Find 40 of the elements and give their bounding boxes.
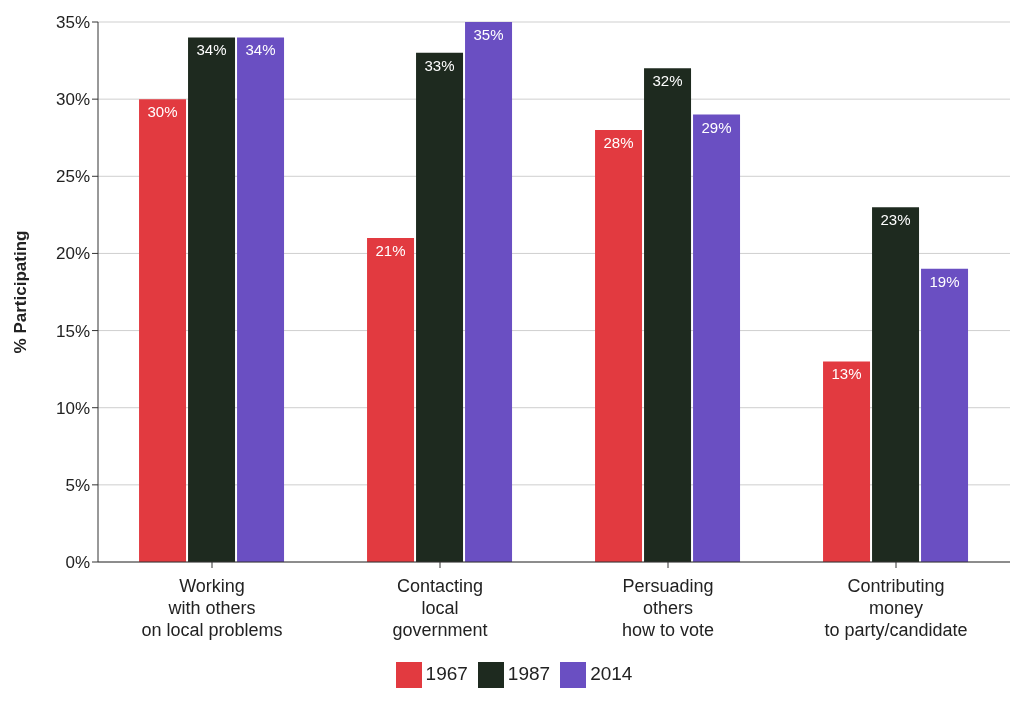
y-tick-label: 20%: [55, 244, 90, 264]
data-label: 29%: [701, 118, 732, 136]
y-tick-label: 35%: [55, 13, 90, 33]
bar: [367, 238, 415, 562]
y-tick-label: 25%: [55, 167, 90, 187]
bar: [139, 99, 187, 562]
x-tick-label: Persuading others how to vote: [621, 576, 715, 640]
x-tick-label: Contributing money to party/candidate: [824, 576, 968, 640]
legend-label: 1967: [425, 663, 468, 685]
bar: [237, 37, 285, 562]
data-label: 21%: [375, 242, 406, 259]
legend-label: 2014: [590, 663, 633, 685]
x-tick-label: Contacting local government: [392, 576, 488, 640]
y-tick-label: 5%: [65, 475, 90, 495]
data-label: 19%: [929, 272, 960, 290]
data-label: 33%: [424, 56, 455, 74]
bar: [416, 52, 464, 562]
bar: [823, 361, 871, 562]
data-label: 13%: [831, 365, 862, 383]
y-tick-label: 30%: [55, 90, 90, 110]
data-label: 32%: [652, 72, 683, 90]
data-label: 34%: [245, 41, 276, 59]
bar: [921, 268, 969, 562]
y-tick-label: 10%: [55, 398, 90, 418]
bar: [693, 114, 741, 562]
y-tick-label: 0%: [65, 553, 90, 573]
data-label: 28%: [603, 134, 634, 151]
data-label: 34%: [196, 41, 227, 59]
bar: [465, 22, 513, 562]
bar: [872, 207, 920, 562]
bar: [644, 68, 692, 562]
bar: [595, 130, 643, 562]
x-tick-label: Working with others on local problems: [141, 576, 283, 640]
y-tick-label: 15%: [55, 321, 90, 341]
legend-label: 1987: [507, 663, 551, 685]
bar: [188, 37, 236, 562]
data-label: 35%: [473, 26, 504, 43]
y-axis-title: % Participating: [11, 230, 31, 354]
data-label: 30%: [147, 103, 178, 121]
data-label: 23%: [880, 211, 911, 229]
